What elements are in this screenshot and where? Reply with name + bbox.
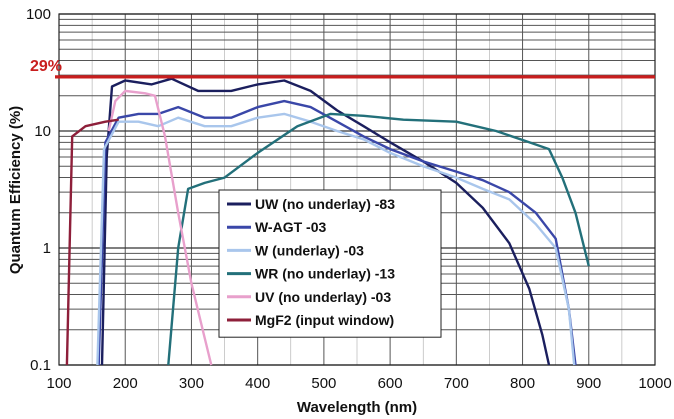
plot-frame xyxy=(58,13,656,366)
y-tick-label: 100 xyxy=(26,6,51,23)
y-tick-label: 10 xyxy=(34,123,51,140)
series-line-4 xyxy=(167,112,590,366)
x-tick-label: 500 xyxy=(311,375,336,392)
series-line-6 xyxy=(65,118,119,366)
legend-label: UV (no underlay) -03 xyxy=(255,289,391,305)
y-tick-label: 0.1 xyxy=(30,357,51,374)
reference-label: 29% xyxy=(30,58,62,75)
series-lines xyxy=(65,77,590,366)
series-line-3 xyxy=(96,112,576,366)
series-line-2 xyxy=(97,99,577,366)
tick-labels: 100 200 300 400 500 600 700 800 900 1000 0.1 1 10 100 xyxy=(26,6,672,392)
legend-label: W-AGT -03 xyxy=(255,219,326,235)
y-axis-label: Quantum Efficiency (%) xyxy=(7,106,24,274)
x-tick-label: 900 xyxy=(576,375,601,392)
y-tick-label: 1 xyxy=(43,240,51,257)
x-tick-label: 100 xyxy=(46,375,71,392)
legend-box xyxy=(218,189,442,338)
x-tick-label: 1000 xyxy=(638,375,671,392)
x-tick-label: 400 xyxy=(245,375,270,392)
series-line-1 xyxy=(100,77,551,366)
legend-label: UW (no underlay) -83 xyxy=(255,196,395,212)
x-axis-label: Wavelength (nm) xyxy=(297,399,417,416)
x-tick-label: 200 xyxy=(113,375,138,392)
x-tick-label: 300 xyxy=(179,375,204,392)
legend: UW (no underlay) -83 W-AGT -03 W (underlay… xyxy=(218,189,442,338)
legend-label: W (underlay) -03 xyxy=(255,242,364,258)
legend-label: WR (no underlay) -13 xyxy=(255,266,395,282)
series-line-5 xyxy=(107,89,213,366)
x-tick-label: 700 xyxy=(444,375,469,392)
legend-label: MgF2 (input window) xyxy=(255,312,394,328)
x-tick-label: 800 xyxy=(510,375,535,392)
annotations: 29% xyxy=(30,58,655,79)
x-tick-label: 600 xyxy=(378,375,403,392)
